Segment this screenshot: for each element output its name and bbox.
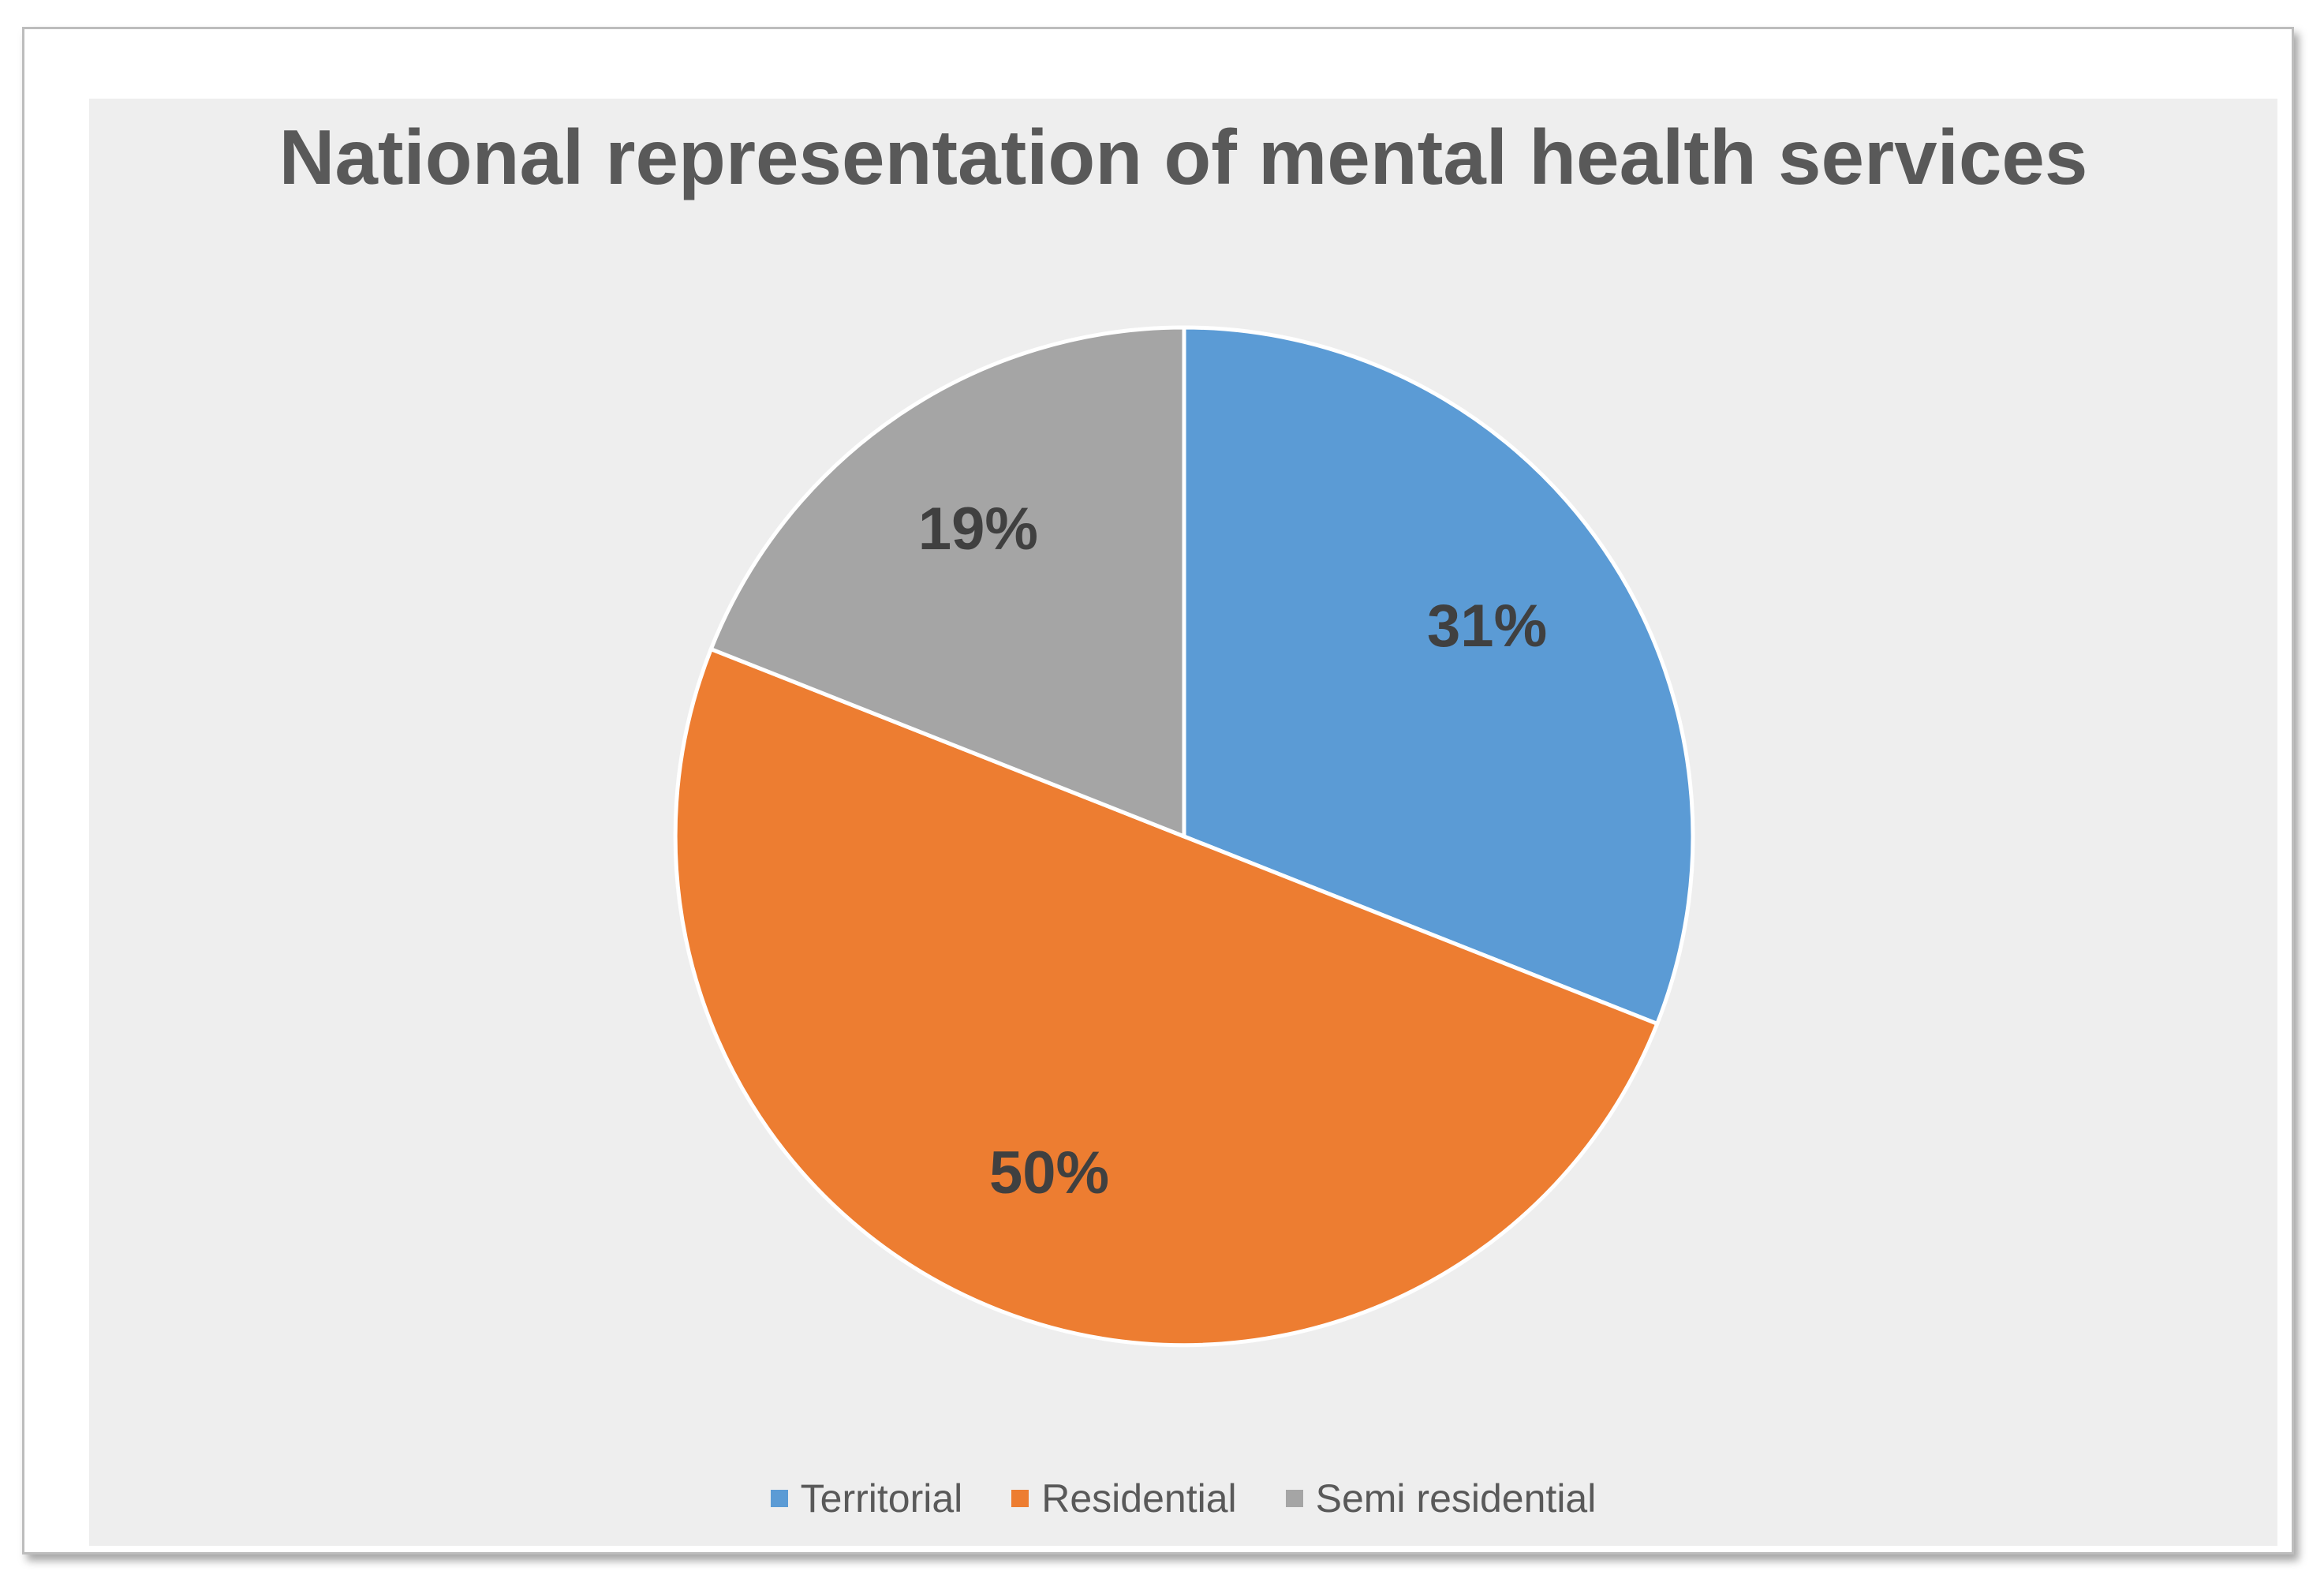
legend-swatch-semi-residential — [1285, 1490, 1303, 1507]
pie-slice-semi-residential — [708, 325, 1186, 840]
pie-slice-residential — [673, 646, 1660, 1348]
legend-label-territorial: Territorial — [800, 1476, 963, 1521]
pie-slice-territorial — [1182, 325, 1695, 1027]
pie-chart: 31% 50% 19% — [673, 325, 1695, 1348]
chart-area: National representation of mental health… — [89, 99, 2277, 1546]
chart-legend: Territorial Residential Semi residential — [89, 1476, 2277, 1521]
legend-swatch-residential — [1011, 1490, 1029, 1507]
data-label-territorial: 31% — [1427, 593, 1547, 660]
legend-item-territorial: Territorial — [770, 1476, 963, 1521]
data-label-semi-residential: 19% — [918, 496, 1038, 563]
legend-item-semi-residential: Semi residential — [1285, 1476, 1597, 1521]
legend-label-residential: Residential — [1041, 1476, 1237, 1521]
chart-title: National representation of mental health… — [278, 114, 2088, 200]
legend-label-semi-residential: Semi residential — [1315, 1476, 1597, 1521]
legend-swatch-territorial — [770, 1490, 788, 1507]
legend-item-residential: Residential — [1011, 1476, 1237, 1521]
chart-frame: National representation of mental health… — [22, 27, 2294, 1554]
data-label-residential: 50% — [989, 1139, 1109, 1207]
